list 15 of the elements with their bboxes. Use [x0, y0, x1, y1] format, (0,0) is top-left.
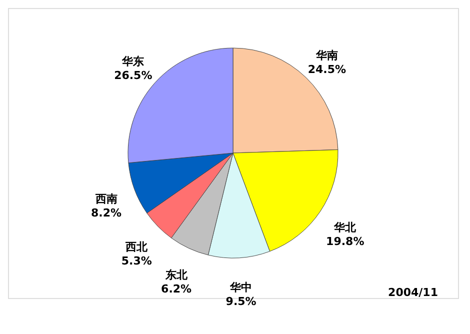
slice-label: 华北	[333, 221, 358, 234]
data-label: 9.5%	[226, 294, 256, 308]
data-label: 6.2%	[161, 282, 192, 296]
slice-label: 西北	[124, 240, 149, 254]
slice-label: 华中	[229, 280, 252, 294]
data-label: 26.5%	[114, 69, 152, 82]
slice-label: 华东	[121, 55, 144, 68]
text: 2004/11	[388, 286, 438, 299]
data-label: 24.5%	[308, 63, 346, 76]
data-label: 5.3%	[121, 254, 152, 268]
slice-label: 西南	[94, 192, 118, 206]
data-label: 19.8%	[326, 235, 364, 248]
slice-label: 东北	[164, 268, 188, 282]
slice-label: 华南	[314, 49, 338, 62]
data-label: 8.2%	[91, 206, 122, 220]
